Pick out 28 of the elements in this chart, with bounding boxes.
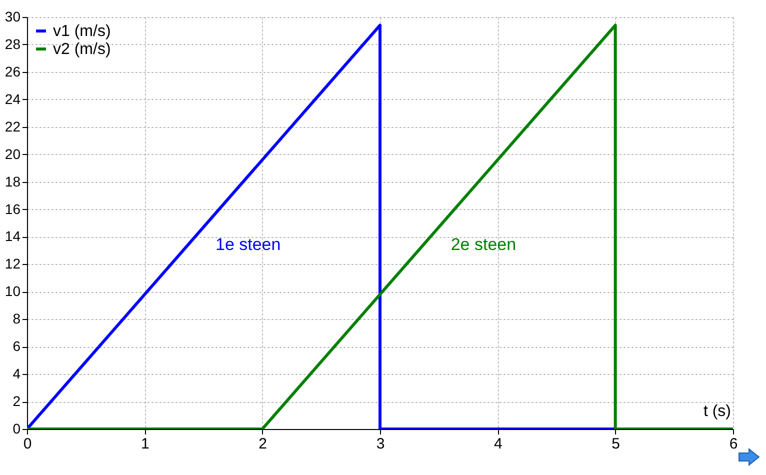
y-tick-label: 0 [12,420,21,436]
y-tick-label: 16 [4,200,21,217]
x-tick-label: 6 [729,436,738,452]
y-tick-label: 18 [4,173,21,190]
y-tick-label: 6 [12,338,21,354]
y-tick-label: 20 [4,146,21,162]
y-tick-label: 8 [12,310,21,327]
y-tick-label: 28 [4,36,21,52]
y-tick-label: 30 [4,8,21,24]
y-tick-label: 4 [12,366,21,382]
legend-label: v2 (m/s) [53,41,111,58]
x-tick-label: 5 [612,436,620,452]
annotation: 2e steen [450,235,516,254]
x-tick-label: 1 [140,436,150,452]
annotation: 1e steen [216,235,281,254]
y-tick-label: 22 [4,118,21,134]
y-tick-label: 10 [4,283,21,300]
x-tick-label: 0 [23,436,32,452]
y-tick-label: 12 [4,256,21,272]
y-tick-label: 14 [4,228,21,244]
x-tick-label: 2 [258,436,268,452]
y-tick-label: 26 [4,63,21,80]
legend-label: v1 (m/s) [53,23,111,40]
y-tick-label: 24 [4,90,21,107]
x-tick-label: 3 [376,436,385,452]
y-tick-label: 2 [12,393,21,410]
x-axis-title: t (s) [703,403,731,420]
x-tick-label: 4 [494,436,502,452]
